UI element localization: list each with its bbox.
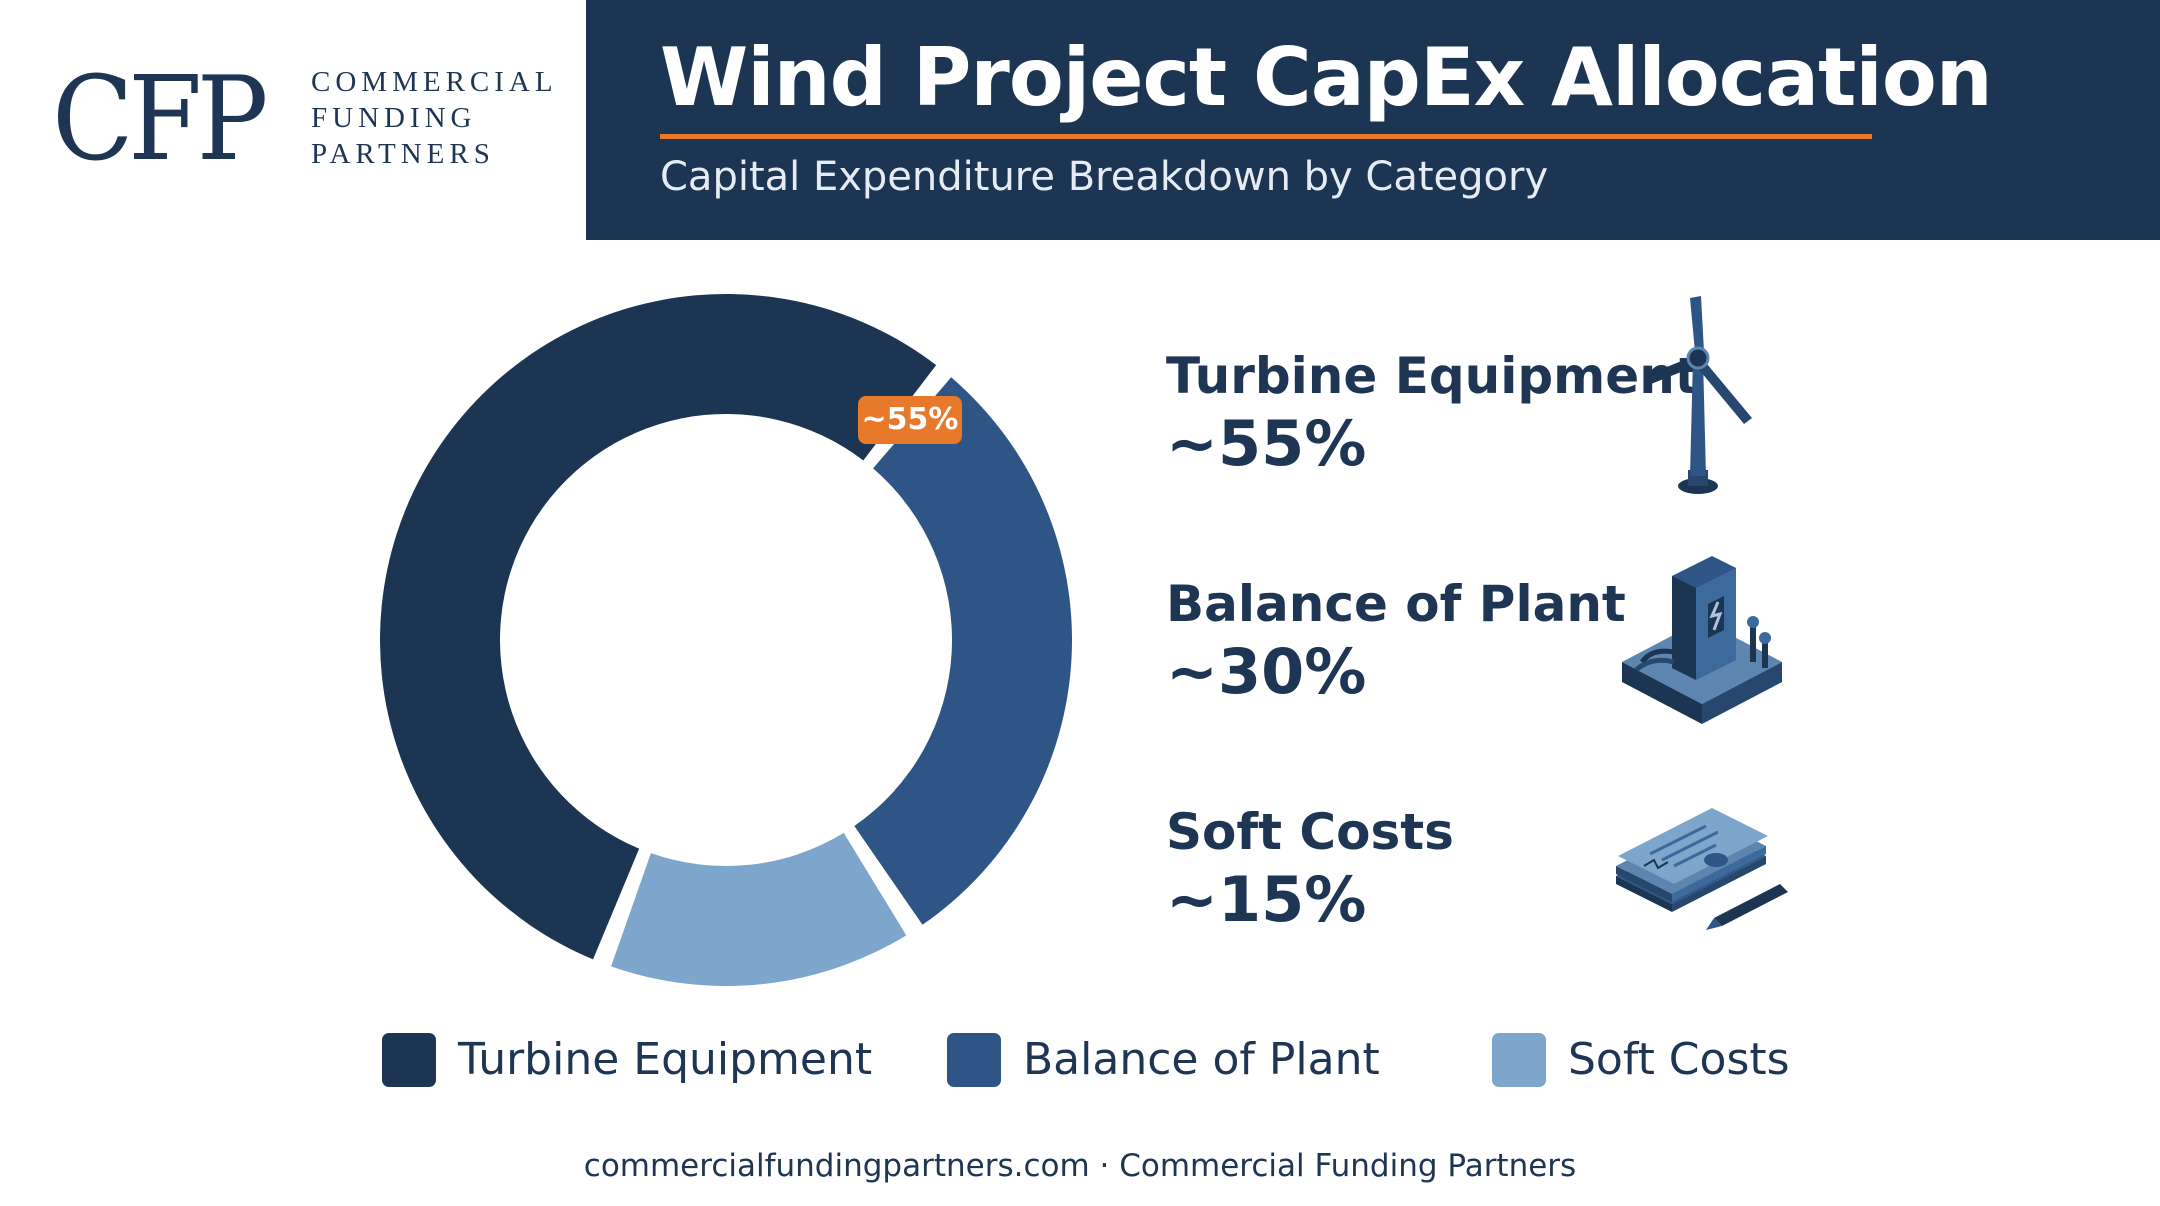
donut-slice-turbine-equipment xyxy=(380,293,937,960)
category-name: Balance of Plant xyxy=(1166,575,1626,633)
legend-swatch xyxy=(1492,1033,1546,1087)
category-soft-costs: Soft Costs ~15% xyxy=(1166,800,1454,936)
title-underline xyxy=(660,134,1872,139)
logo-monogram: CFP xyxy=(52,52,268,187)
logo-line-2: FUNDING xyxy=(311,102,477,134)
logo-line-3: PARTNERS xyxy=(311,138,495,170)
page-title: Wind Project CapEx Allocation xyxy=(660,31,1993,124)
category-value: ~55% xyxy=(1166,407,1367,480)
slice-label-turbine-equipment: ~55% xyxy=(858,396,962,444)
legend-item-balance-of-plant: Balance of Plant xyxy=(947,1032,1380,1088)
substation-icon xyxy=(1622,556,1782,724)
legend-label: Soft Costs xyxy=(1568,1034,1790,1085)
header-band: Wind Project CapEx Allocation Capital Ex… xyxy=(586,0,2160,240)
donut-slice-soft-costs xyxy=(611,832,907,986)
category-value: ~30% xyxy=(1166,635,1367,708)
category-value: ~15% xyxy=(1166,863,1367,936)
legend-item-soft-costs: Soft Costs xyxy=(1492,1032,1790,1088)
footer-text: commercialfundingpartners.com · Commerci… xyxy=(583,1148,1577,1184)
company-logo: CFP COMMERCIAL FUNDING PARTNERS xyxy=(52,56,572,186)
category-turbine-equipment: Turbine Equipment ~55% xyxy=(1166,344,1699,480)
donut-slices xyxy=(380,293,1073,986)
legend-swatch xyxy=(382,1033,436,1087)
legend-label: Turbine Equipment xyxy=(458,1034,873,1085)
logo-wordmark: COMMERCIAL FUNDING PARTNERS xyxy=(311,64,558,172)
wind-turbine-icon xyxy=(1644,296,1752,494)
permit-documents-icon xyxy=(1616,808,1788,930)
category-balance-of-plant: Balance of Plant ~30% xyxy=(1166,572,1626,708)
category-name: Soft Costs xyxy=(1166,803,1454,861)
legend-item-turbine-equipment: Turbine Equipment xyxy=(382,1032,872,1088)
category-name: Turbine Equipment xyxy=(1166,347,1699,405)
logo-line-1: COMMERCIAL xyxy=(311,66,558,98)
donut-slice-balance-of-plant xyxy=(854,377,1073,925)
page-subtitle: Capital Expenditure Breakdown by Categor… xyxy=(660,154,1549,200)
legend-swatch xyxy=(947,1033,1001,1087)
legend-label: Balance of Plant xyxy=(1023,1034,1380,1085)
